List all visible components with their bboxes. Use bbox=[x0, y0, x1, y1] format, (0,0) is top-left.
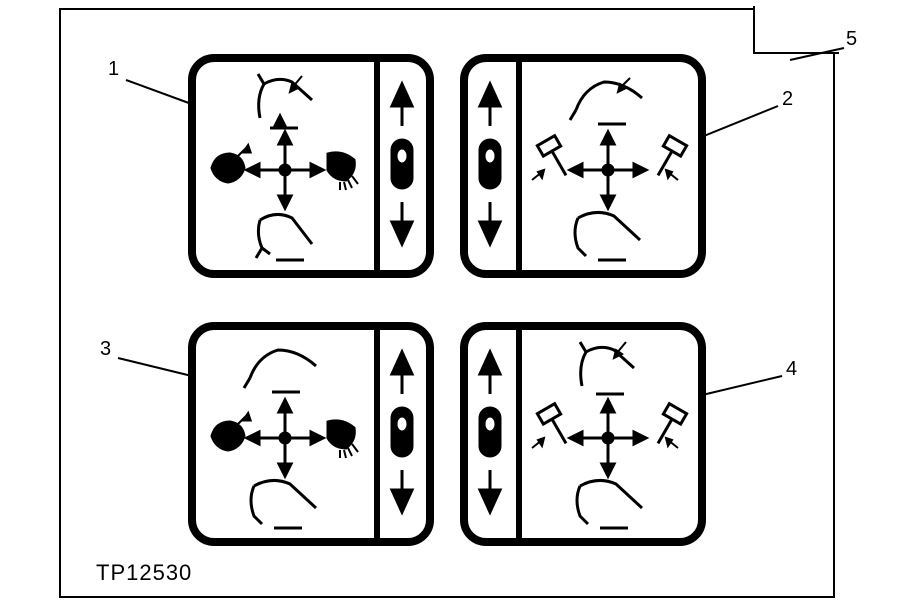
part-code: TP12530 bbox=[96, 560, 192, 586]
joystick-diagram bbox=[522, 330, 700, 538]
pedal-column bbox=[380, 330, 430, 538]
callout-label-3: 3 bbox=[100, 338, 111, 361]
pedal-column bbox=[468, 62, 516, 270]
joystick-diagram bbox=[196, 330, 374, 538]
callout-label-4: 4 bbox=[786, 358, 797, 381]
control-panel-4 bbox=[460, 322, 706, 546]
pedal-column bbox=[468, 330, 516, 538]
control-panel-2 bbox=[460, 54, 706, 278]
control-panel-3 bbox=[188, 322, 434, 546]
callout-label-2: 2 bbox=[782, 88, 793, 111]
callout-label-1: 1 bbox=[108, 58, 119, 81]
joystick-diagram bbox=[196, 62, 374, 270]
callout-label-5: 5 bbox=[846, 28, 857, 51]
pedal-column bbox=[380, 62, 430, 270]
frame-notch bbox=[753, 6, 839, 54]
control-panel-1 bbox=[188, 54, 434, 278]
figure-frame bbox=[59, 8, 835, 598]
joystick-diagram bbox=[522, 62, 700, 270]
